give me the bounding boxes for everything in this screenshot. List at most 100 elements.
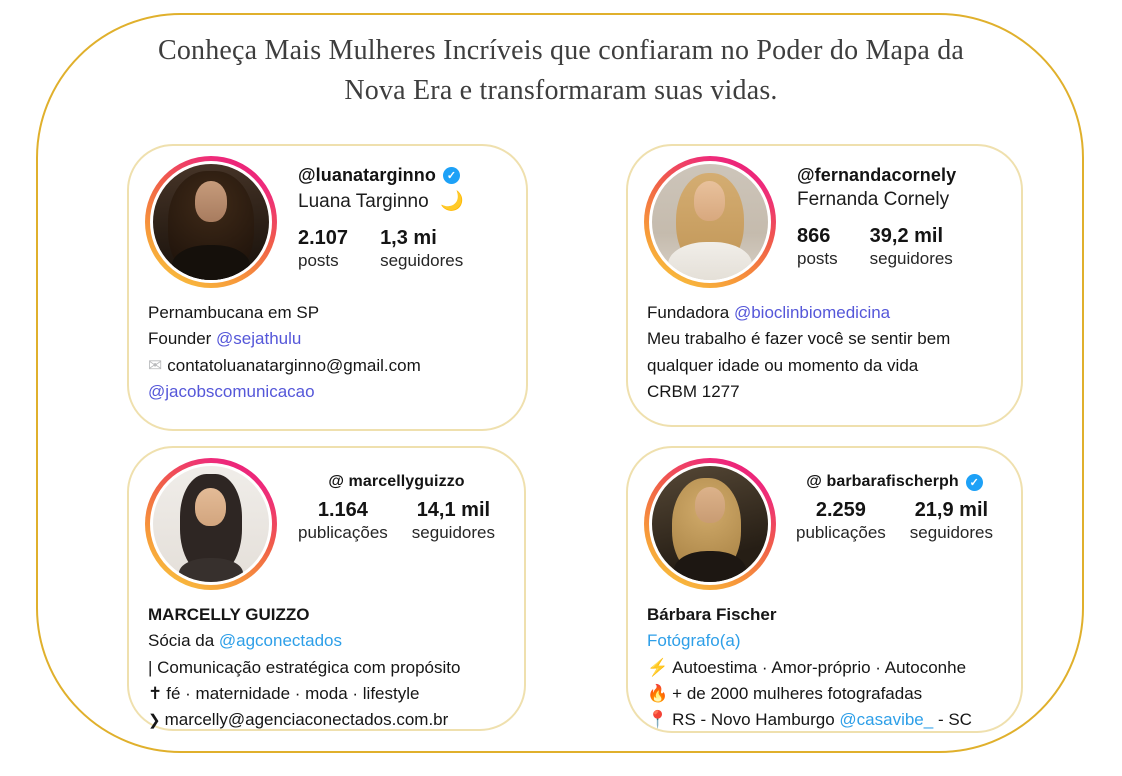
bio-line: qualquer idade ou momento da vida [647, 355, 919, 375]
photo-shape [674, 550, 746, 582]
profile-card-marcellyguizzo: @ marcellyguizzo 1.164 publicações 14,1 … [127, 446, 526, 731]
bio-text: + de 2000 mulheres fotografadas [672, 684, 923, 704]
bio-line: CRBM 1277 [647, 382, 740, 402]
pin-emoji-icon: 📍 [647, 710, 669, 730]
photo-shape [194, 181, 228, 222]
photo-shape [693, 181, 726, 221]
stat-followers-value: 1,3 mi [380, 227, 437, 249]
bio-text: Sócia da [148, 631, 219, 651]
cross-icon: ✝ [148, 684, 163, 704]
mention-link[interactable]: @casavibe_ [839, 710, 934, 730]
page-title-line1: Conheça Mais Mulheres Incríveis que conf… [157, 35, 965, 66]
stat-posts: 1.164 publicações [298, 499, 388, 543]
bio-line: Meu trabalho é fazer você se sentir bem [647, 329, 951, 349]
bio-text: Fundadora [647, 303, 734, 322]
bio-text: Autoestima · Amor-próprio · Autoconhe [672, 657, 967, 677]
stat-posts: 2.107 posts [298, 227, 348, 271]
photo-shape [668, 241, 752, 280]
instagram-handle: @ barbarafischerph [806, 473, 959, 490]
lightning-emoji-icon: ⚡ [647, 657, 669, 677]
instagram-handle: @fernandacornely [797, 165, 957, 185]
photo-shape [194, 488, 227, 527]
bio-line: ⚡ Autoestima · Amor-próprio · Autoconhe [647, 655, 1003, 681]
verified-badge-icon: ✓ [442, 167, 460, 184]
profile-info: @ barbarafischerph ✓ 2.259 publicações 2… [786, 458, 1003, 543]
mention-link[interactable]: @sejathulu [216, 329, 302, 349]
stat-followers-value: 14,1 mil [416, 499, 491, 521]
card-header: @ barbarafischerph ✓ 2.259 publicações 2… [644, 458, 1003, 590]
profile-bio: MARCELLY GUIZZO Sócia da @agconectados |… [145, 602, 506, 734]
bio-line: 📍 RS - Novo Hamburgo @casavibe_ - SC [647, 707, 1003, 733]
display-name: Fernanda Cornely [797, 189, 950, 210]
mention-link[interactable]: @bioclinbiomedicina [733, 303, 891, 322]
stat-followers-label: seguidores [909, 523, 993, 542]
profile-photo [649, 463, 771, 585]
display-name: Luana Targinno [298, 191, 429, 212]
story-ring [145, 458, 277, 590]
photo-shape [171, 245, 251, 280]
stat-posts: 866 posts [797, 225, 838, 269]
bio-line: Sócia da @agconectados [148, 628, 506, 654]
bio-text: fé · maternidade · moda · lifestyle [166, 684, 420, 704]
stat-posts: 2.259 publicações [796, 499, 886, 543]
display-name-row: Fernanda Cornely [797, 189, 1003, 211]
stat-posts-value: 866 [797, 225, 831, 247]
photo-shape [694, 486, 726, 523]
mention-link[interactable]: @jacobscomunicacao [148, 382, 315, 402]
mention-link[interactable]: @agconectados [218, 631, 343, 651]
bio-text: - SC [933, 710, 972, 730]
stats-row: 2.259 publicações 21,9 mil seguidores [786, 499, 1003, 543]
story-ring [644, 458, 776, 590]
story-ring [644, 156, 776, 288]
instagram-handle: @ marcellyguizzo [328, 473, 465, 490]
stats-row: 866 posts 39,2 mil seguidores [797, 225, 1003, 269]
handle-row: @ barbarafischerph ✓ [786, 473, 1003, 491]
stat-posts-label: publicações [298, 523, 388, 542]
profile-card-barbarafischerph: @ barbarafischerph ✓ 2.259 publicações 2… [626, 446, 1023, 733]
bio-line: Founder @sejathulu [148, 326, 508, 352]
bio-line: | Comunicação estratégica com propósito [148, 657, 461, 677]
stat-posts-label: posts [298, 251, 339, 270]
stat-posts-label: publicações [796, 523, 886, 542]
stat-followers: 39,2 mil seguidores [870, 225, 953, 269]
stats-row: 1.164 publicações 14,1 mil seguidores [287, 499, 506, 543]
chevron-right-icon: ❯ [148, 712, 161, 730]
stat-posts-value: 2.259 [815, 499, 866, 521]
stat-followers: 14,1 mil seguidores [412, 499, 495, 543]
handle-row: @ marcellyguizzo [287, 473, 506, 491]
fire-emoji-icon: 🔥 [647, 684, 669, 704]
stat-posts-value: 1.164 [317, 499, 368, 521]
stat-followers-value: 21,9 mil [914, 499, 989, 521]
profile-card-fernandacornely: @fernandacornely Fernanda Cornely 866 po… [626, 144, 1023, 427]
card-header: @luanatarginno ✓ Luana Targinno 🌙 2.107 … [145, 156, 508, 288]
category-link[interactable]: Fotógrafo(a) [647, 631, 741, 651]
profile-bio: Bárbara Fischer Fotógrafo(a) ⚡ Autoestima… [644, 602, 1003, 734]
bio-line: ❯ marcelly@agenciaconectados.com.br [148, 707, 506, 733]
profile-info: @ marcellyguizzo 1.164 publicações 14,1 … [287, 458, 506, 543]
bio-text: RS - Novo Hamburgo [672, 710, 840, 730]
stat-posts-value: 2.107 [298, 227, 349, 249]
bio-text: Founder [148, 329, 217, 349]
card-header: @fernandacornely Fernanda Cornely 866 po… [644, 156, 1003, 288]
instagram-handle: @luanatarginno [298, 165, 436, 185]
bio-line: ✉ contatoluanatarginno@gmail.com [148, 353, 508, 379]
moon-emoji-icon: 🌙 [439, 191, 464, 212]
bio-line: Fundadora @bioclinbiomedicina [647, 300, 1003, 326]
profile-photo [649, 161, 771, 283]
verified-badge-icon: ✓ [965, 473, 983, 491]
page-title-line2: Nova Era e transformaram suas vidas. [344, 75, 778, 107]
stat-followers: 1,3 mi seguidores [380, 227, 463, 271]
stat-followers-label: seguidores [380, 251, 464, 270]
bio-line: Pernambucana em SP [148, 303, 320, 322]
profile-photo [150, 463, 272, 585]
profile-info: @luanatarginno ✓ Luana Targinno 🌙 2.107 … [298, 156, 508, 271]
handle-row: @luanatarginno ✓ [298, 165, 508, 186]
stat-followers: 21,9 mil seguidores [910, 499, 993, 543]
display-name-row: Luana Targinno 🌙 [298, 189, 508, 213]
photo-shape [178, 557, 244, 582]
bio-text: marcelly@agenciaconectados.com.br [164, 710, 449, 730]
handle-row: @fernandacornely [797, 165, 1003, 186]
bio-line: 🔥 + de 2000 mulheres fotografadas [647, 681, 1003, 707]
bio-line: Fotógrafo(a) [647, 628, 1003, 654]
